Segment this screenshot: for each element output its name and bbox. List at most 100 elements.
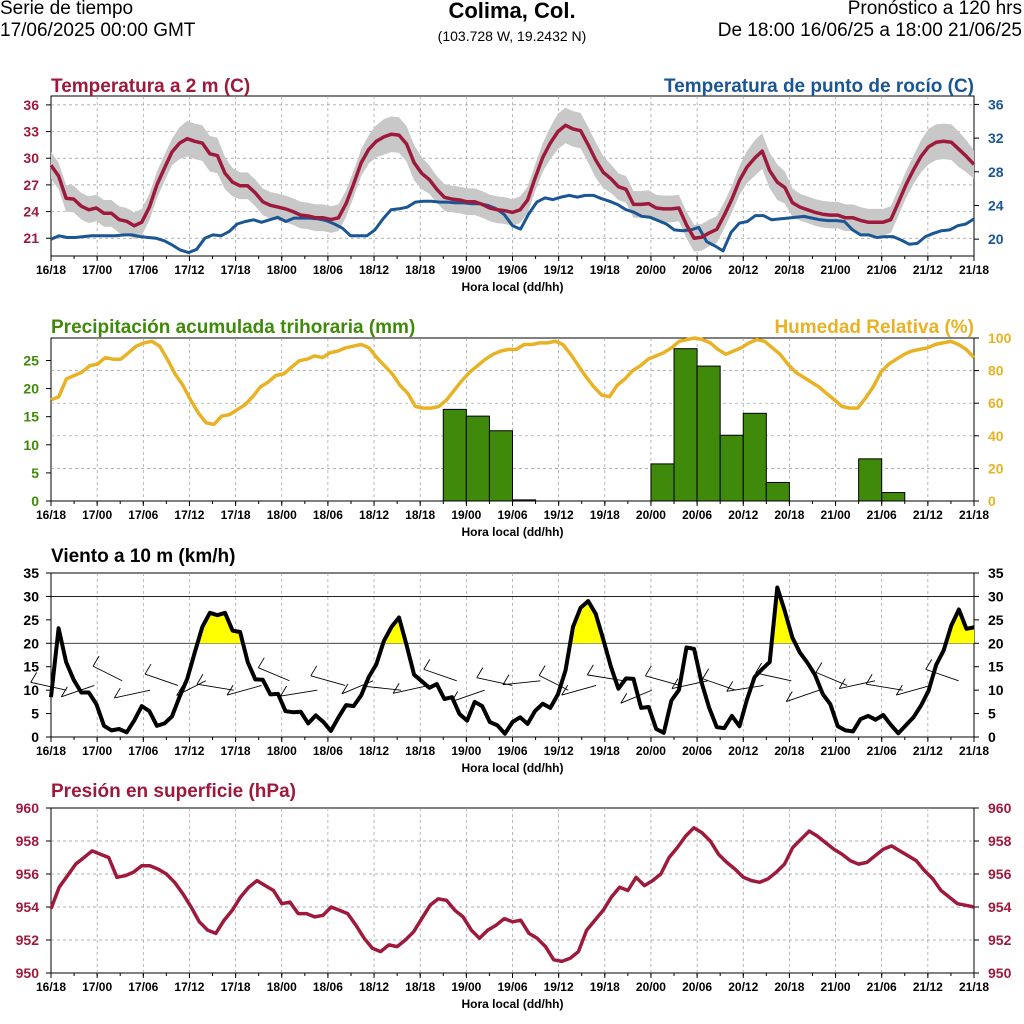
x-tick-label: 18/18 [405, 263, 435, 277]
humidity-title: Humedad Relativa (%) [774, 317, 974, 338]
wind-above-threshold-fill [570, 601, 605, 644]
x-tick-label: 20/18 [774, 744, 804, 758]
x-tick-label: 21/18 [959, 263, 989, 277]
temperature-spread-band [51, 107, 974, 252]
wind-barb-feather [644, 665, 652, 677]
wind-barb-feather [925, 659, 933, 670]
y-tick-label: 20 [988, 635, 1004, 651]
wind-barb-feather [785, 691, 793, 702]
x-tick-label: 19/12 [544, 263, 574, 277]
x-tick-label: 19/00 [451, 744, 481, 758]
x-tick-label: 21/06 [867, 744, 897, 758]
x-tick-label: 21/00 [821, 263, 851, 277]
y-tick-label: 15 [23, 409, 39, 425]
wind-barb-feather [620, 692, 628, 704]
wind-barb-feather [92, 655, 100, 667]
x-tick-label: 19/00 [451, 263, 481, 277]
wind-title: Viento a 10 m (km/h) [51, 546, 235, 567]
wind-barb-feather [895, 684, 903, 696]
x-tick-label: 21/00 [821, 744, 851, 758]
x-tick-label: 16/18 [36, 263, 66, 277]
x-axis-label: Hora local (dd/hh) [462, 761, 564, 775]
x-tick-label: 18/00 [267, 980, 297, 994]
x-tick-label: 18/06 [313, 980, 343, 994]
header-forecast-period: De 18:00 16/06/25 a 18:00 21/06/25 [717, 20, 1022, 41]
wind-barb [538, 675, 569, 691]
dewpoint-line [50, 193, 975, 255]
precip-bar [696, 365, 721, 502]
x-tick-label: 20/00 [636, 263, 666, 277]
y-tick-label: 0 [988, 729, 996, 745]
wind-barb [726, 685, 764, 692]
precip-bar [673, 348, 698, 502]
x-tick-label: 19/18 [590, 508, 620, 522]
x-tick-label: 17/06 [128, 980, 158, 994]
x-tick-label: 18/00 [267, 744, 297, 758]
x-tick-label: 21/12 [913, 980, 943, 994]
x-tick-label: 20/18 [774, 508, 804, 522]
header-forecast-range: Pronóstico a 120 hrs [847, 0, 1022, 19]
wind-barb-feather [702, 668, 710, 679]
wind-barb [30, 681, 67, 691]
x-tick-label: 20/06 [682, 263, 712, 277]
y-tick-label: 15 [23, 659, 39, 675]
y-tick-label: 25 [23, 352, 39, 368]
y-tick-label: 28 [988, 164, 1004, 180]
wind-barb-feather [113, 687, 121, 699]
precip-bar [488, 430, 513, 502]
y-tick-label: 36 [988, 96, 1004, 112]
wind-barb [561, 685, 597, 696]
header-coordinates: (103.728 W, 19.2432 N) [437, 28, 587, 44]
x-tick-label: 21/12 [913, 744, 943, 758]
wind-barb [144, 673, 179, 686]
precip-bar [442, 408, 467, 502]
y-tick-label: 0 [31, 493, 39, 509]
y-tick-label: 100 [988, 330, 1012, 346]
wind-barb-feather [341, 683, 349, 695]
precip-bar [881, 492, 906, 502]
x-tick-label: 21/12 [913, 263, 943, 277]
wind-above-threshold-fill [945, 609, 974, 644]
x-tick-label: 18/06 [313, 744, 343, 758]
y-tick-label: 35 [23, 565, 39, 581]
y-tick-label: 21 [23, 230, 39, 246]
wind-barb [645, 675, 680, 686]
x-tick-label: 19/12 [544, 744, 574, 758]
y-tick-label: 20 [23, 381, 39, 397]
wind-barb-feather [30, 672, 38, 683]
wind-barb-feather [586, 664, 594, 676]
x-tick-label: 20/06 [682, 980, 712, 994]
x-axis-label: Hora local (dd/hh) [462, 280, 564, 294]
wind-barb-feather [60, 686, 68, 698]
wind-barb [839, 680, 876, 690]
y-tick-label: 30 [988, 588, 1004, 604]
y-tick-label: 5 [31, 706, 39, 722]
wind-barb-feather [196, 674, 204, 685]
x-tick-label: 18/06 [313, 263, 343, 277]
x-tick-label: 21/06 [867, 980, 897, 994]
x-tick-label: 21/00 [821, 508, 851, 522]
precip-bar [465, 415, 490, 502]
y-tick-label: 10 [23, 437, 39, 453]
x-tick-label: 18/12 [359, 744, 389, 758]
wind-barb-feather [755, 662, 763, 674]
y-tick-label: 35 [988, 565, 1004, 581]
x-tick-label: 20/06 [682, 508, 712, 522]
wind-barb-feather [538, 665, 546, 676]
wind-barb [310, 675, 346, 686]
y-tick-label: 958 [16, 833, 40, 849]
page-title: Colima, Col. [448, 0, 576, 23]
y-tick-label: 30 [23, 150, 39, 166]
x-tick-label: 17/00 [82, 980, 112, 994]
x-tick-label: 21/12 [913, 508, 943, 522]
y-tick-label: 10 [23, 682, 39, 698]
x-tick-label: 19/12 [544, 980, 574, 994]
x-tick-label: 19/12 [544, 508, 574, 522]
wind-barb-feather [838, 678, 846, 689]
y-tick-label: 952 [988, 932, 1012, 948]
wind-barb-feather [502, 674, 510, 685]
wind-barb [451, 689, 485, 702]
precip-bar [719, 434, 744, 502]
wind-barb-feather [423, 659, 431, 670]
y-tick-label: 20 [988, 231, 1004, 247]
